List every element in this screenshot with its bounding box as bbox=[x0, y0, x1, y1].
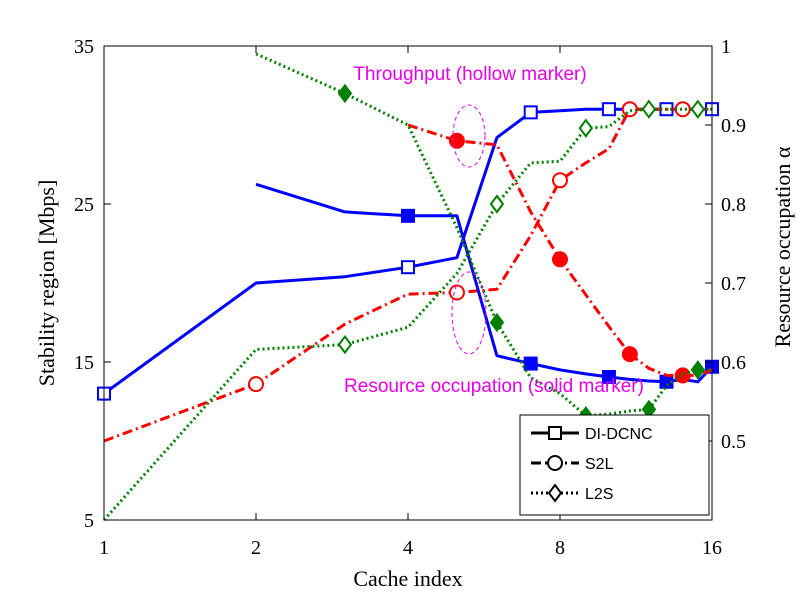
di-dcnc-throughput-point bbox=[401, 260, 415, 275]
s2l-throughput-point bbox=[621, 101, 638, 118]
l2s-resource-point bbox=[337, 83, 353, 104]
legend-label-l2s: L2S bbox=[585, 486, 613, 503]
legend-marker-l2s bbox=[547, 483, 563, 503]
x-tick-label: 8 bbox=[555, 537, 565, 559]
y-right-tick-label: 0.8 bbox=[721, 194, 746, 216]
y-left-tick-label: 35 bbox=[74, 36, 94, 58]
legend-label-s2l: S2L bbox=[585, 456, 614, 473]
throughput-highlight-ellipse bbox=[452, 104, 486, 168]
di-dcnc-resource-point bbox=[523, 356, 538, 371]
y-axis-left-label: Stability region [Mbps] bbox=[34, 180, 59, 387]
s2l-throughput-line bbox=[103, 107, 712, 443]
legend-label-di-dcnc: DI-DCNC bbox=[585, 426, 653, 443]
di-dcnc-resource-point bbox=[401, 208, 415, 223]
s2l-resource-line bbox=[407, 123, 713, 377]
legend-marker-s2l bbox=[547, 455, 563, 471]
y-right-tick-label: 0.5 bbox=[721, 431, 746, 453]
l2s-throughput-point bbox=[337, 334, 353, 355]
y-right-tick-label: 0.7 bbox=[721, 273, 746, 295]
l2s-throughput-point bbox=[578, 118, 594, 138]
l2s-throughput-series bbox=[102, 99, 712, 521]
s2l-resource-point bbox=[448, 132, 465, 149]
s2l-resource-point bbox=[621, 346, 638, 363]
y-left-tick-label: 5 bbox=[84, 510, 94, 532]
s2l-throughput-point bbox=[674, 101, 691, 118]
s2l-throughput-point bbox=[552, 172, 568, 189]
l2s-resource-point bbox=[690, 360, 706, 380]
s2l-resource-point bbox=[552, 251, 568, 268]
l2s-resource-point bbox=[489, 312, 505, 333]
annotation-layer: Throughput (hollow marker) Resource occu… bbox=[344, 64, 644, 397]
y-right-tick-label: 0.9 bbox=[721, 115, 746, 137]
y-axis-right-label: Resource occupation α bbox=[770, 146, 795, 347]
y-left-tick-label: 25 bbox=[74, 194, 94, 216]
legend: DI-DCNC S2L L2S bbox=[519, 414, 710, 516]
s2l-resource-point bbox=[674, 367, 691, 384]
y-left-tick-label: 15 bbox=[74, 352, 94, 374]
series-layer bbox=[97, 52, 719, 521]
legend-marker-di-dcnc bbox=[548, 426, 562, 440]
y-right-tick-label: 1 bbox=[721, 36, 731, 58]
x-tick-label: 2 bbox=[251, 537, 261, 559]
l2s-throughput-point bbox=[489, 194, 505, 214]
s2l-throughput-point bbox=[448, 284, 465, 301]
x-tick-label: 16 bbox=[702, 537, 722, 559]
di-dcnc-resource-point bbox=[601, 370, 616, 385]
s2l-resource-series bbox=[407, 123, 713, 384]
annotation-resource: Resource occupation (solid marker) bbox=[344, 376, 644, 397]
l2s-throughput-point bbox=[641, 99, 657, 119]
x-tick-label: 4 bbox=[403, 537, 413, 559]
x-axis-label: Cache index bbox=[353, 566, 462, 591]
l2s-throughput-point bbox=[690, 99, 706, 119]
di-dcnc-throughput-point bbox=[523, 105, 538, 120]
y-right-tick-label: 0.6 bbox=[721, 352, 746, 374]
s2l-throughput-point bbox=[248, 376, 264, 393]
di-dcnc-throughput-point bbox=[601, 102, 616, 117]
resource-highlight-ellipse bbox=[451, 271, 487, 355]
annotation-throughput: Throughput (hollow marker) bbox=[353, 64, 586, 85]
s2l-throughput-series bbox=[103, 101, 712, 443]
x-tick-label: 1 bbox=[99, 537, 109, 559]
l2s-throughput-line bbox=[102, 107, 712, 521]
